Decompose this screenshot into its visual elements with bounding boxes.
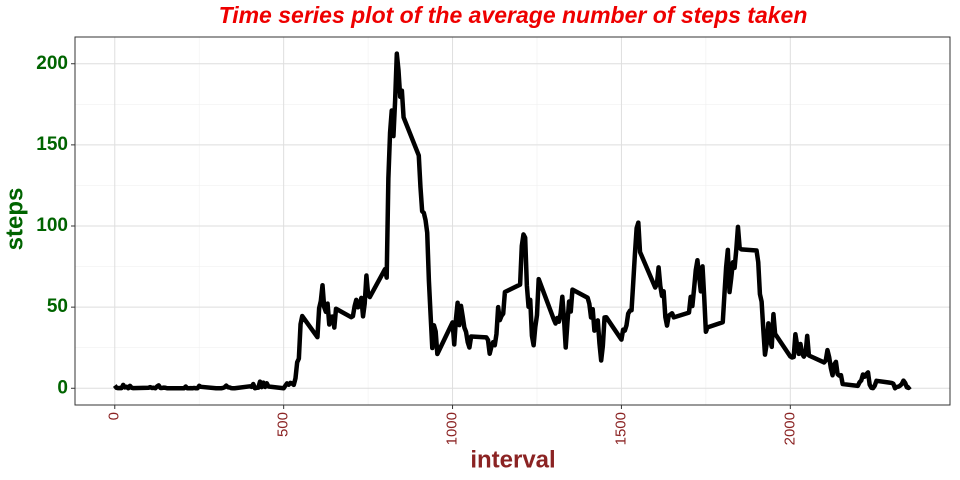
x-tick-label: 500 bbox=[275, 412, 292, 437]
panel bbox=[75, 37, 950, 405]
y-tick-label: 100 bbox=[36, 215, 68, 236]
chart-title: Time series plot of the average number o… bbox=[219, 2, 808, 28]
y-tick-label: 0 bbox=[57, 377, 68, 398]
x-tick-label: 1000 bbox=[444, 412, 461, 445]
x-tick-label: 1500 bbox=[612, 412, 629, 445]
y-tick-label: 200 bbox=[36, 53, 68, 74]
x-tick-label: 0 bbox=[106, 412, 123, 420]
line bbox=[112, 51, 912, 391]
y-tick-label: 150 bbox=[36, 134, 68, 155]
x-tick-label: 2000 bbox=[781, 412, 798, 445]
y-axis-label: steps bbox=[1, 188, 28, 251]
y-tick-label: 50 bbox=[47, 296, 68, 317]
x-axis-label: interval bbox=[470, 446, 555, 473]
panel-border bbox=[74, 36, 951, 406]
